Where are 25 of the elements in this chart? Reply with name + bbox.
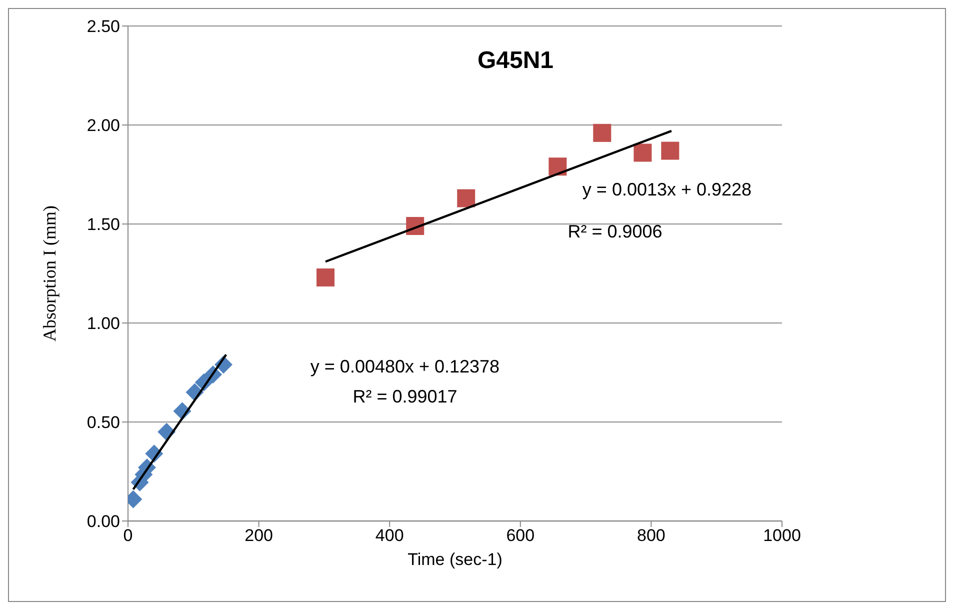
x-tick-label: 400	[375, 526, 404, 546]
x-tick-label: 800	[637, 526, 666, 546]
annotation: y = 0.00480x + 0.12378	[310, 356, 500, 378]
y-axis-title: Absorption I (mm)	[39, 206, 60, 342]
point	[634, 144, 652, 162]
point	[548, 158, 567, 176]
x-axis-title: Time (sec-1)	[408, 550, 502, 569]
point	[593, 124, 612, 142]
x-tick-label: 0	[123, 526, 133, 546]
point	[457, 189, 476, 208]
y-tick-label: 2.50	[86, 17, 120, 36]
x-tick-label: 1000	[763, 526, 801, 546]
text: G45N1	[476, 47, 555, 75]
point	[661, 142, 680, 160]
annotation: y = 0.0013x + 0.9228	[582, 180, 752, 200]
y-tick-label: 1.50	[86, 215, 120, 234]
y-tick-label: 2.00	[86, 116, 120, 136]
y-tick-label: 0.00	[86, 512, 120, 532]
annotation: R² = 0.99017	[352, 386, 458, 408]
x-tick-label: 600	[506, 526, 535, 546]
annotation: R² = 0.9006	[568, 222, 662, 242]
point	[316, 268, 335, 286]
x-tick-label: 200	[244, 526, 273, 546]
y-tick-label: 1.00	[86, 314, 120, 334]
y-tick-label: 0.50	[86, 413, 120, 432]
